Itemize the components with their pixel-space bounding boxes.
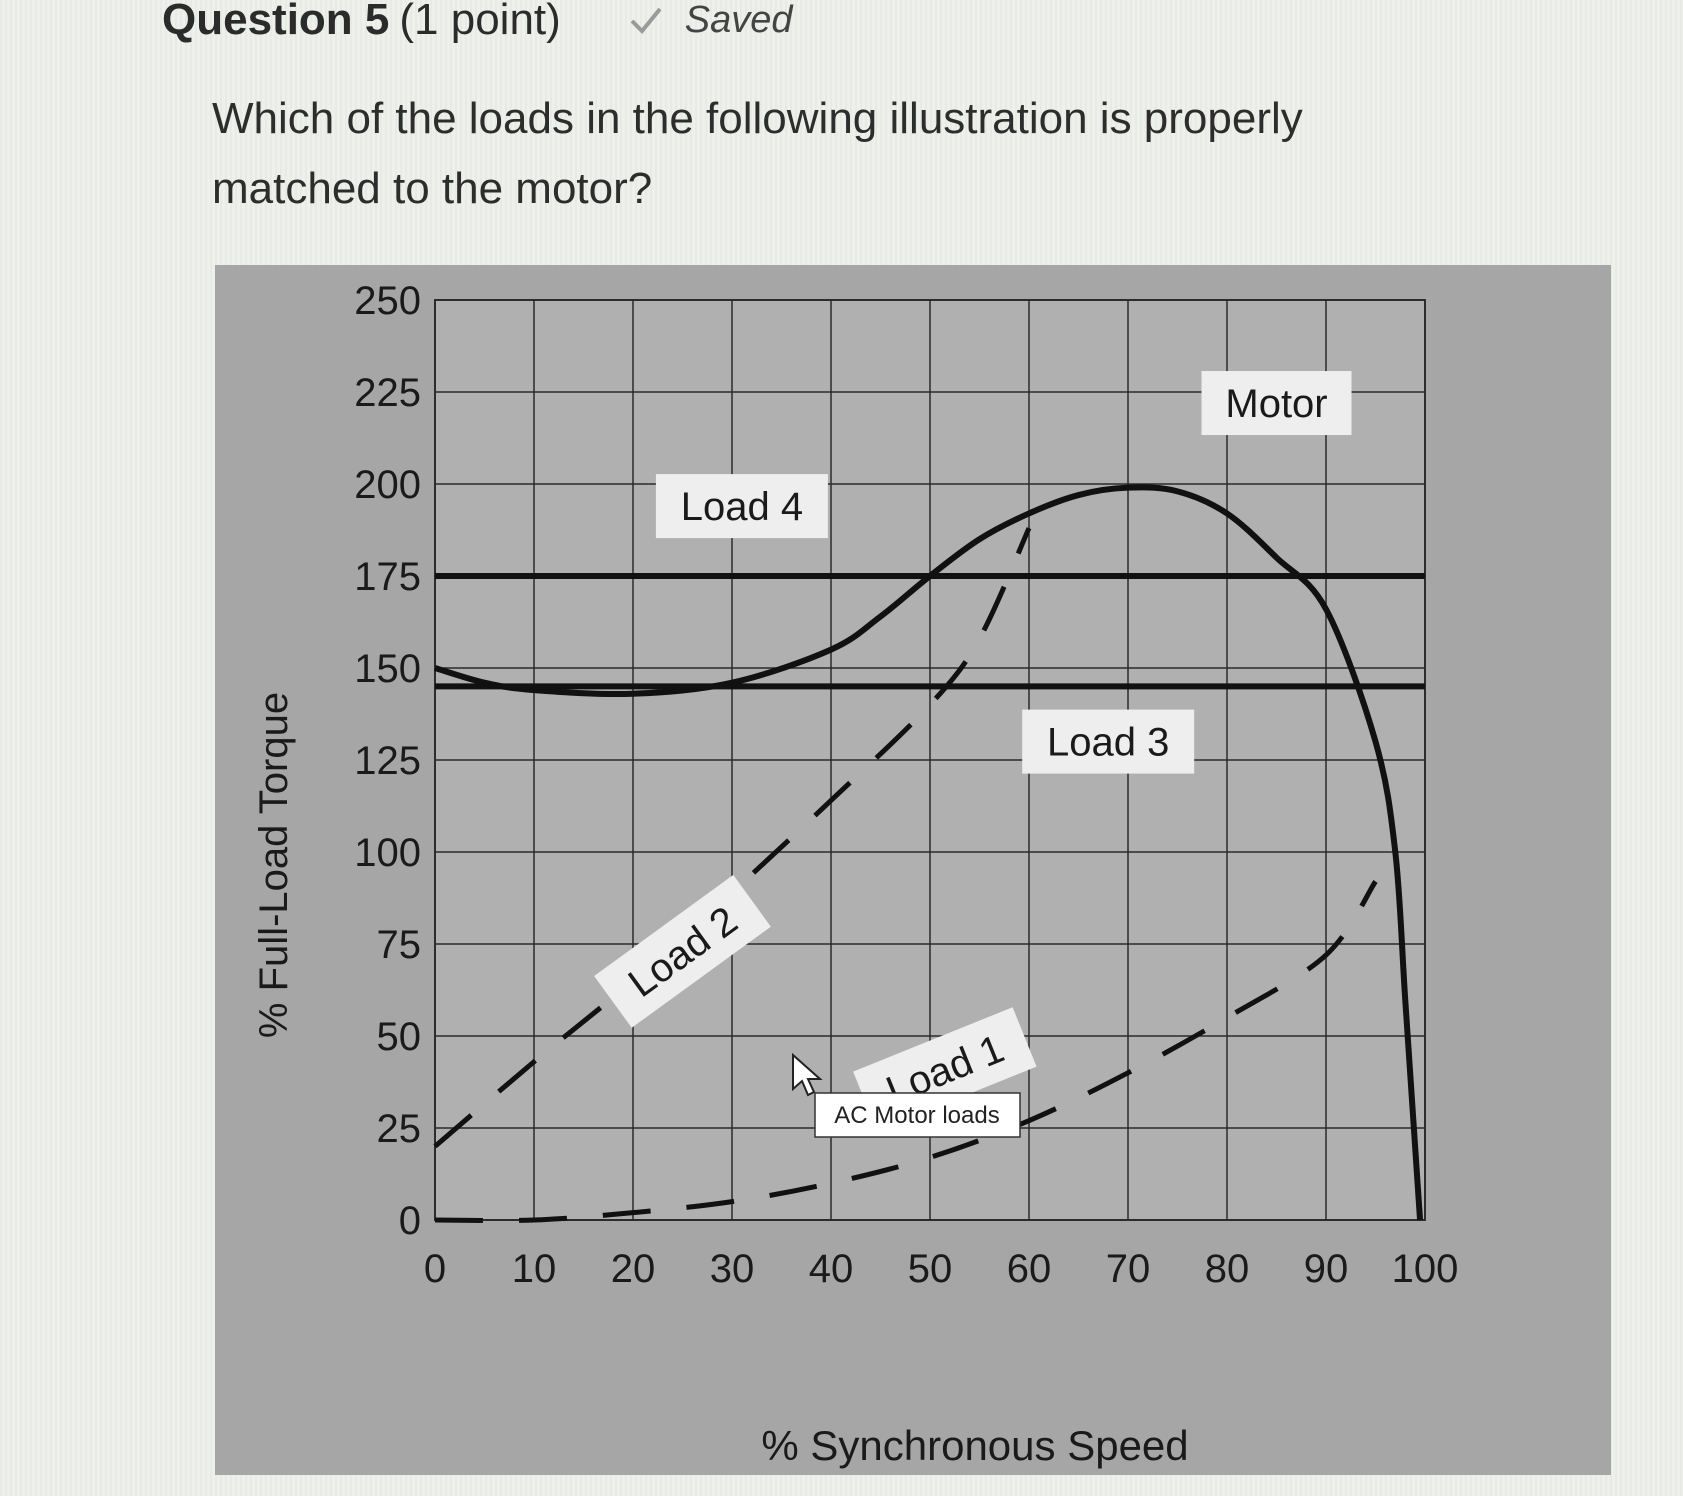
series-load-1-line	[434, 880, 1378, 1224]
series-label-box	[594, 874, 771, 1028]
x-tick-label: 70	[1106, 1247, 1151, 1291]
y-tick-label: 250	[354, 279, 421, 323]
series-label-box	[655, 474, 828, 539]
arrow-cursor-icon	[792, 1052, 823, 1097]
series-load-2-line	[433, 527, 1032, 1149]
question-header: Question 5 (1 point) Saved	[162, 0, 793, 48]
question-points: (1 point)	[399, 0, 561, 44]
caption-popup: AC Motor loads	[814, 1092, 1021, 1138]
series-label-text: Load 4	[681, 485, 803, 529]
x-tick-label: 50	[908, 1247, 953, 1291]
y-tick-label: 200	[354, 463, 421, 507]
y-tick-label: 150	[354, 647, 421, 691]
caption-popup-box	[814, 1092, 1021, 1138]
series-label-box	[1022, 709, 1195, 774]
x-tick-label: 20	[611, 1247, 656, 1291]
series-label-box	[1201, 371, 1352, 436]
saved-status: Saved	[684, 0, 793, 41]
y-axis-label: % Full-Load Torque	[252, 692, 296, 1038]
x-tick-label: 90	[1304, 1247, 1349, 1291]
y-tick-label: 50	[377, 1015, 422, 1059]
x-tick-label: 10	[512, 1247, 557, 1291]
y-tick-label: 225	[354, 371, 421, 415]
y-tick-label: 25	[377, 1107, 422, 1151]
x-tick-label: 30	[710, 1247, 755, 1291]
y-tick-label: 175	[354, 555, 421, 599]
series-label-motor: Motor	[1201, 371, 1352, 436]
x-tick-label: 40	[809, 1247, 854, 1291]
chart-figure: 0 10 20 30 40 50 60 70 80 90 100 0 25 50 75 100 125 150 17…	[215, 265, 1611, 1475]
torque-speed-chart: 0 10 20 30 40 50 60 70 80 90 100 0 25 50 75 100 125 150 17…	[252, 279, 1459, 1469]
check-icon	[629, 3, 663, 37]
y-tick-label: 100	[354, 831, 421, 875]
series-label-text: Motor	[1225, 382, 1327, 426]
y-tick-label: 0	[399, 1199, 421, 1243]
series-label-load-4: Load 4	[655, 474, 828, 539]
x-tick-label: 0	[424, 1247, 446, 1291]
series-motor-line	[434, 484, 1424, 1221]
x-axis-label: % Synchronous Speed	[761, 1422, 1188, 1469]
series-label-load-3: Load 3	[1022, 709, 1195, 774]
x-tick-label: 80	[1205, 1247, 1250, 1291]
question-title: Question 5	[162, 0, 390, 44]
x-tick-label: 60	[1007, 1247, 1052, 1291]
caption-popup-text: AC Motor loads	[834, 1102, 999, 1129]
y-tick-label: 125	[354, 739, 421, 783]
y-tick-label: 75	[377, 923, 422, 967]
x-tick-label: 100	[1392, 1247, 1459, 1291]
question-prompt: Which of the loads in the following illu…	[212, 94, 1303, 213]
series-label-text: Load 3	[1047, 721, 1169, 765]
